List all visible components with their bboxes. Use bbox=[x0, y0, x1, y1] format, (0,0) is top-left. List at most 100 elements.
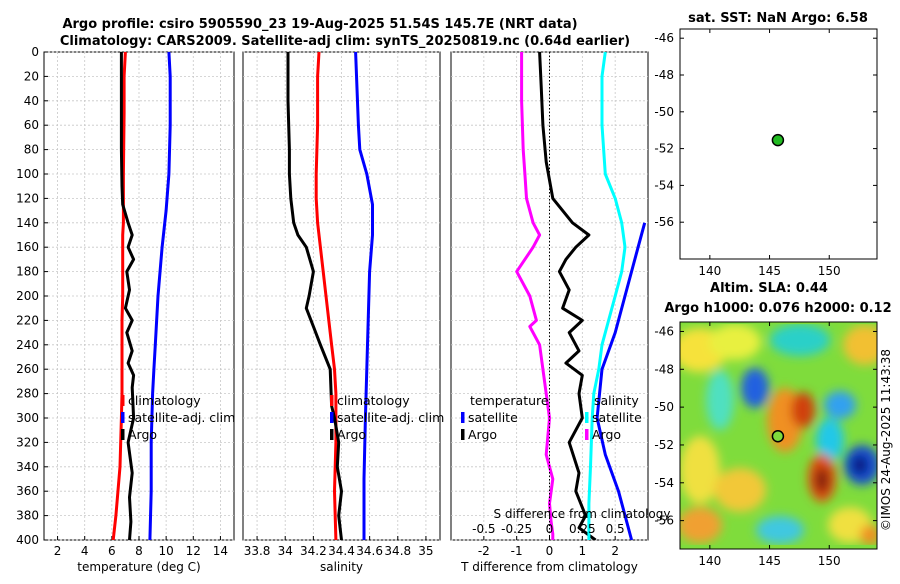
x-tick-label: 150 bbox=[818, 554, 841, 568]
y-tick-label: 160 bbox=[16, 240, 39, 254]
sst-map-panel: 140 145 150 -46 -48 -50 -52 -54 -56 bbox=[654, 28, 878, 278]
y-tick-label: -46 bbox=[654, 324, 674, 338]
x-tick-label: 8 bbox=[135, 544, 143, 558]
y-tick-label: -48 bbox=[654, 68, 674, 82]
legend-title-temperature: temperature bbox=[470, 393, 549, 408]
y-tick-label: 80 bbox=[24, 143, 39, 157]
salinity-x-axis-label: salinity bbox=[320, 560, 363, 574]
y-tick-label: 20 bbox=[24, 69, 39, 83]
x-tick-label: 145 bbox=[758, 554, 781, 568]
y-tick-label: 300 bbox=[16, 411, 39, 425]
temperature-panel: 2 4 6 8 10 12 14020406080100120140160180200220… bbox=[16, 45, 235, 574]
legend-swatch bbox=[330, 429, 334, 440]
y-tick-label: -56 bbox=[654, 215, 674, 229]
legend-label: satellite-adj. clim bbox=[337, 410, 444, 425]
y-tick-label: 60 bbox=[24, 118, 39, 132]
figure-title-line1: Argo profile: csiro 5905590_23 19-Aug-20… bbox=[62, 17, 577, 32]
series-line-argo bbox=[286, 52, 343, 540]
x-tick-label: 34.8 bbox=[384, 544, 411, 558]
y-tick-label: 240 bbox=[16, 338, 39, 352]
y-tick-label: -54 bbox=[654, 476, 674, 490]
y-tick-label: -46 bbox=[654, 31, 674, 45]
y-tick-label: 320 bbox=[16, 435, 39, 449]
s-diff-tick-label: -0.5 bbox=[472, 522, 495, 536]
temperature-x-axis-label: temperature (deg C) bbox=[77, 560, 200, 574]
x-tick-label: 2 bbox=[54, 544, 62, 558]
argo-position-marker bbox=[771, 133, 785, 147]
s-diff-axis-label: S difference from climatology bbox=[494, 507, 671, 521]
x-tick-label: 34.2 bbox=[300, 544, 327, 558]
y-tick-label: 120 bbox=[16, 191, 39, 205]
legend-swatch bbox=[121, 395, 125, 406]
series-line-climatology bbox=[111, 52, 127, 540]
difference-panel: -2 -1 0 1 2 T difference from climatology S di… bbox=[450, 51, 671, 574]
x-tick-label: -1 bbox=[511, 544, 523, 558]
legend-swatch bbox=[121, 412, 125, 423]
y-tick-label: -48 bbox=[654, 362, 674, 376]
s-diff-tick-label: 0.5 bbox=[606, 522, 625, 536]
series-line-satellite-adj-clim bbox=[354, 52, 374, 540]
y-tick-label: 40 bbox=[24, 94, 39, 108]
y-tick-label: 0 bbox=[31, 45, 39, 59]
x-tick-label: 10 bbox=[159, 544, 174, 558]
legend-label: satellite bbox=[468, 410, 518, 425]
legend-swatch bbox=[585, 429, 589, 440]
x-tick-label: 140 bbox=[698, 264, 721, 278]
x-tick-label: 14 bbox=[213, 544, 228, 558]
sla-map-panel: 140 145 150 -46 -48 -50 -52 -54 -56 bbox=[654, 321, 878, 568]
figure-title-line2: Climatology: CARS2009. Satellite-adj cli… bbox=[60, 34, 630, 49]
x-tick-label: 140 bbox=[698, 554, 721, 568]
s-diff-tick-label: -0.25 bbox=[501, 522, 532, 536]
temperature-series-group bbox=[111, 52, 172, 540]
legend-swatch bbox=[121, 429, 125, 440]
s-diff-tick-label: 0.25 bbox=[569, 522, 596, 536]
x-tick-label: 1 bbox=[579, 544, 587, 558]
x-tick-label: 150 bbox=[818, 264, 841, 278]
x-tick-label: 0 bbox=[546, 544, 554, 558]
salinity-panel: 33.8 34 34.2 34.4 34.6 34.8 35 salinity climatol… bbox=[242, 51, 444, 574]
difference-x-axis-label: T difference from climatology bbox=[460, 560, 638, 574]
x-tick-label: 145 bbox=[758, 264, 781, 278]
x-tick-label: 35 bbox=[418, 544, 433, 558]
x-tick-label: 34 bbox=[278, 544, 293, 558]
x-tick-label: 6 bbox=[108, 544, 116, 558]
series-line-argo bbox=[119, 52, 136, 540]
difference-series-group bbox=[515, 52, 647, 540]
x-tick-label: 34.4 bbox=[328, 544, 355, 558]
y-tick-label: 260 bbox=[16, 362, 39, 376]
x-tick-label: 2 bbox=[611, 544, 619, 558]
y-tick-label: -52 bbox=[654, 142, 674, 156]
legend-label: climatology bbox=[337, 393, 410, 408]
y-tick-label: -52 bbox=[654, 438, 674, 452]
sla-map-title-line2: Argo h1000: 0.076 h2000: 0.12 bbox=[664, 301, 891, 316]
series-line-t-satellite bbox=[595, 222, 647, 540]
x-tick-label: -2 bbox=[478, 544, 490, 558]
x-tick-label: 34.6 bbox=[356, 544, 383, 558]
y-tick-label: -56 bbox=[654, 514, 674, 528]
legend-swatch bbox=[461, 412, 465, 423]
y-tick-label: 280 bbox=[16, 387, 39, 401]
legend-swatch bbox=[585, 412, 589, 423]
y-tick-label: 360 bbox=[16, 484, 39, 498]
legend-label: Argo bbox=[468, 427, 497, 442]
y-tick-label: 100 bbox=[16, 167, 39, 181]
y-tick-label: -54 bbox=[654, 178, 674, 192]
y-tick-label: -50 bbox=[654, 400, 674, 414]
y-tick-label: 220 bbox=[16, 313, 39, 327]
legend-swatch bbox=[330, 395, 334, 406]
imos-timestamp: ©IMOS 24-Aug-2025 11:43:38 bbox=[879, 349, 893, 531]
legend-label: Argo bbox=[337, 427, 366, 442]
y-tick-label: -50 bbox=[654, 105, 674, 119]
legend-label: satellite-adj. clim bbox=[128, 410, 235, 425]
legend-label: climatology bbox=[128, 393, 201, 408]
salinity-series-group bbox=[286, 52, 374, 540]
s-diff-tick-label: 0 bbox=[546, 522, 554, 536]
series-line-satellite-adj-clim bbox=[148, 52, 172, 540]
series-line-s-argo bbox=[515, 52, 555, 540]
argo-position-marker bbox=[771, 430, 785, 443]
y-tick-label: 380 bbox=[16, 509, 39, 523]
y-tick-label: 340 bbox=[16, 460, 39, 474]
y-tick-label: 180 bbox=[16, 265, 39, 279]
x-tick-label: 12 bbox=[186, 544, 201, 558]
